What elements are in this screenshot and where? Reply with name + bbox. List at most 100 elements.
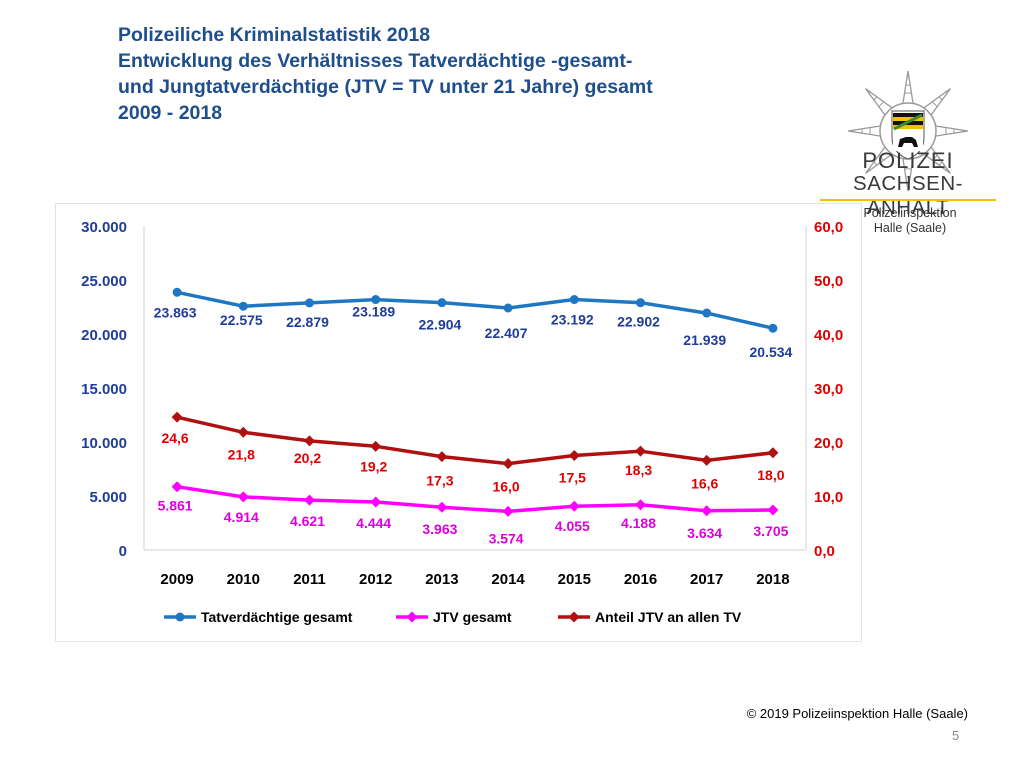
y-left-tick-label: 10.000 <box>81 435 127 452</box>
data-label: 4.621 <box>290 513 325 529</box>
data-point <box>371 295 381 305</box>
data-point <box>304 494 315 506</box>
star-ray <box>901 70 915 107</box>
data-point <box>237 491 249 503</box>
data-point <box>768 323 778 333</box>
data-label: 17,3 <box>426 473 453 489</box>
data-point <box>767 504 779 516</box>
data-label: 22.879 <box>286 314 329 330</box>
data-point <box>767 447 779 459</box>
star-ray-line <box>868 168 871 171</box>
data-point <box>503 303 513 313</box>
data-label: 19,2 <box>360 458 387 474</box>
data-point <box>370 496 382 508</box>
star-ray-line <box>938 161 943 166</box>
data-point <box>171 411 183 423</box>
data-label: 22.904 <box>418 317 461 333</box>
data-label: 17,5 <box>559 470 586 486</box>
data-point <box>370 440 382 452</box>
data-point <box>436 501 448 513</box>
logo-divider <box>820 199 996 201</box>
x-tick-label: 2018 <box>756 571 789 588</box>
title-line-2: Entwicklung des Verhältnisses Tatverdäch… <box>118 50 633 72</box>
legend-label: Anteil JTV an allen TV <box>595 609 742 625</box>
star-ray-line <box>932 101 938 107</box>
y-left-tick-label: 25.000 <box>81 273 127 290</box>
data-point <box>237 426 249 438</box>
x-tick-label: 2014 <box>491 571 525 588</box>
shield-stripe-1 <box>893 113 923 117</box>
logo-title: POLIZEI <box>862 148 954 173</box>
title-line-4: 2009 - 2018 <box>118 102 223 124</box>
bear-icon <box>898 137 918 147</box>
data-label: 22.407 <box>485 325 528 341</box>
x-tick-label: 2013 <box>425 571 458 588</box>
star-ray-line <box>945 91 948 94</box>
police-star-badge-icon <box>847 70 969 192</box>
data-label: 18,0 <box>757 467 784 483</box>
y-left-tick-label: 5.000 <box>89 489 127 506</box>
data-point <box>636 298 645 308</box>
star-rays <box>847 70 969 192</box>
y-left-tick-label: 30.000 <box>81 219 127 236</box>
data-label: 4.914 <box>224 509 259 525</box>
chart-area: 0 5.000 10.000 15.000 20.000 25.000 30.000 0,0 1… <box>55 203 862 642</box>
y-right-tick-label: 60,0 <box>814 219 843 236</box>
x-tick-label: 2010 <box>227 571 260 588</box>
logo-inspection-text: Polizeiinspektion Halle (Saale) <box>848 206 972 236</box>
x-tick-label: 2016 <box>624 571 657 588</box>
data-point <box>568 450 580 461</box>
star-ray-line <box>938 96 943 101</box>
legend-label: Tatverdächtige gesamt <box>201 609 353 625</box>
y-left-tick-label: 20.000 <box>81 327 127 344</box>
page-title: Polizeiliche Kriminalstatistik 2018 Entw… <box>118 22 758 126</box>
data-label: 16,0 <box>492 479 519 495</box>
y-left-tick-label: 15.000 <box>81 381 127 398</box>
shield-stripe-2 <box>893 117 923 121</box>
series-line <box>176 484 773 514</box>
data-label: 21.939 <box>683 332 726 348</box>
series-line <box>176 415 774 466</box>
logo-inspection-line-2: Halle (Saale) <box>873 221 947 235</box>
legend-marker <box>406 611 418 623</box>
line-chart: 0 5.000 10.000 15.000 20.000 25.000 30.000 0,0 1… <box>81 219 843 625</box>
data-point <box>437 298 447 308</box>
y-right-tick-label: 50,0 <box>814 273 843 290</box>
data-point <box>701 454 713 466</box>
data-point <box>635 445 646 457</box>
star-ray-line <box>945 168 948 171</box>
data-label: 4.055 <box>555 518 590 534</box>
data-label: 3.963 <box>422 521 457 537</box>
star-ray-line <box>873 161 878 166</box>
data-point <box>171 481 183 493</box>
x-tick-label: 2009 <box>160 571 193 588</box>
data-label: 23.192 <box>551 312 594 328</box>
title-line-3: und Jungtatverdächtige (JTV = TV unter 2… <box>118 76 653 98</box>
data-label: 20.534 <box>749 344 792 360</box>
legend-label: JTV gesamt <box>433 609 512 625</box>
logo-subtitle: SACHSEN-ANHALT <box>853 172 963 219</box>
data-point <box>502 458 514 470</box>
data-label: 5.861 <box>158 498 193 514</box>
data-label: 3.634 <box>687 525 722 541</box>
y-right-tick-label: 10,0 <box>814 489 843 506</box>
data-point <box>172 287 182 297</box>
data-label: 18,3 <box>625 462 652 478</box>
data-label: 23.189 <box>352 304 395 320</box>
data-label: 16,6 <box>691 475 718 491</box>
data-label: 22.575 <box>220 312 263 328</box>
data-label: 22.902 <box>617 314 660 330</box>
x-tick-label: 2015 <box>558 571 591 588</box>
logo-inspection-line-1: Polizeiinspektion <box>863 206 957 220</box>
copyright-text: © 2019 Polizeiinspektion Halle (Saale) <box>746 706 968 721</box>
star-ray-line <box>878 101 884 107</box>
data-point <box>568 500 580 512</box>
series-line <box>176 290 774 330</box>
legend-marker <box>175 612 185 622</box>
data-label: 4.444 <box>356 515 391 531</box>
y-left-tick-label: 0 <box>119 543 127 560</box>
x-tick-label: 2012 <box>359 571 392 588</box>
shield-stripe-4 <box>893 125 923 129</box>
data-point <box>304 435 315 447</box>
data-point <box>238 301 248 311</box>
